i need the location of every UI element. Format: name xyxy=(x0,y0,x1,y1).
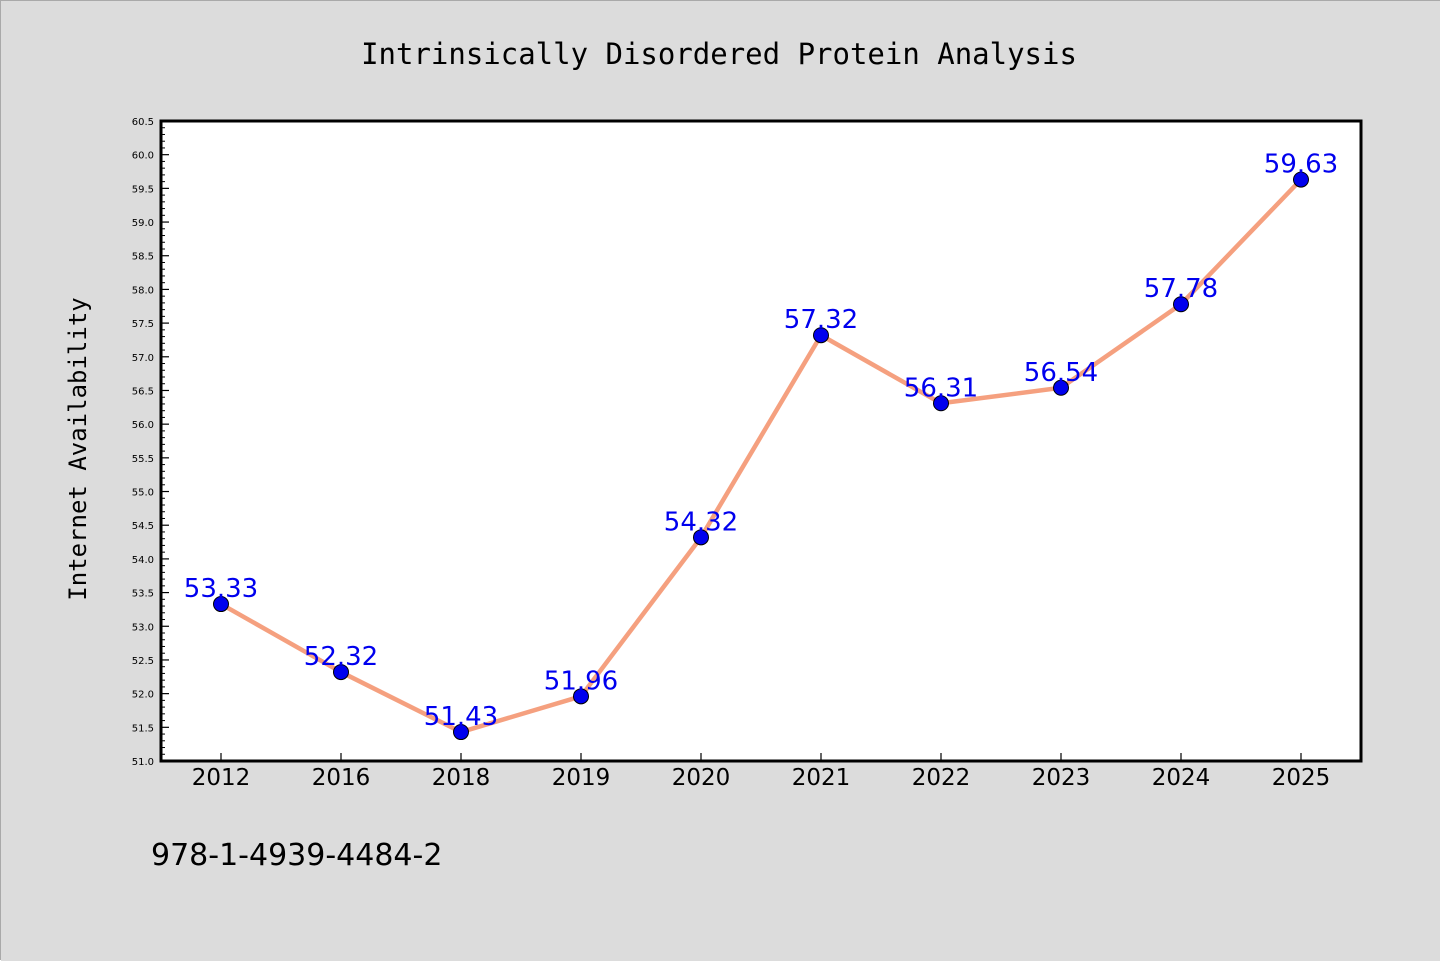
y-tick-label: 60.0 xyxy=(132,151,154,162)
data-labels: 53.33 52.32 51.43 51.96 54.32 57.32 56.31 56.54… xyxy=(184,150,1338,732)
data-label: 57.78 xyxy=(1144,274,1218,304)
y-tick-label: 53.0 xyxy=(132,622,154,633)
x-tick-label: 2025 xyxy=(1272,765,1331,791)
chart-title: Intrinsically Disordered Protein Analysi… xyxy=(361,37,1077,71)
y-tick-label: 59.5 xyxy=(132,184,154,195)
y-tick-label: 59.0 xyxy=(132,218,154,229)
data-point xyxy=(333,664,349,681)
y-tick-label: 56.0 xyxy=(132,420,154,431)
data-markers xyxy=(213,171,1309,741)
data-point xyxy=(213,596,229,613)
data-point xyxy=(813,327,829,344)
isbn-text: 978-1-4939-4484-2 xyxy=(151,838,442,873)
data-point xyxy=(1053,379,1069,396)
y-tick-label: 52.5 xyxy=(132,656,154,667)
data-point xyxy=(573,688,589,705)
x-tick-label: 2019 xyxy=(552,765,611,791)
x-axis-ticks: 2012 2016 2018 2019 2020 2021 2022 2023 2024 2025 xyxy=(192,753,1331,791)
data-label: 59.63 xyxy=(1264,150,1338,180)
data-label: 51.43 xyxy=(424,702,498,732)
data-point xyxy=(693,529,709,546)
series-line xyxy=(218,177,1304,735)
x-tick-label: 2018 xyxy=(432,765,491,791)
y-tick-label: 60.5 xyxy=(132,117,154,128)
data-point xyxy=(1293,171,1309,188)
x-tick-label: 2016 xyxy=(312,765,371,791)
y-tick-label: 51.5 xyxy=(132,723,154,734)
x-tick-label: 2024 xyxy=(1152,765,1211,791)
data-point xyxy=(1173,296,1189,313)
data-label: 53.33 xyxy=(184,574,258,604)
data-label: 54.32 xyxy=(664,507,738,537)
data-label: 57.32 xyxy=(784,305,858,335)
y-tick-label: 52.0 xyxy=(132,690,154,701)
data-point xyxy=(453,724,469,741)
y-tick-label: 56.5 xyxy=(132,386,154,397)
data-point xyxy=(933,395,949,412)
y-tick-label: 58.0 xyxy=(132,285,154,296)
y-axis-ticks: 51.0 51.5 52.0 52.5 53.0 53.5 54.0 54.5 55.0 55.5… xyxy=(132,117,169,768)
y-tick-label: 55.5 xyxy=(132,454,154,465)
x-tick-label: 2012 xyxy=(192,765,251,791)
y-tick-label: 57.5 xyxy=(132,319,154,330)
x-tick-label: 2020 xyxy=(672,765,731,791)
x-tick-label: 2021 xyxy=(792,765,851,791)
data-label: 52.32 xyxy=(304,642,378,672)
x-tick-label: 2023 xyxy=(1032,765,1091,791)
y-axis-label: Internet Availability xyxy=(64,297,92,600)
plot-frame xyxy=(159,119,1363,763)
y-tick-label: 58.5 xyxy=(132,252,154,263)
data-label: 56.54 xyxy=(1024,358,1098,388)
y-tick-label: 57.0 xyxy=(132,353,154,364)
y-tick-label: 55.0 xyxy=(132,488,154,499)
series-line-group xyxy=(218,177,1304,735)
y-tick-label: 54.0 xyxy=(132,555,154,566)
x-tick-label: 2022 xyxy=(912,765,971,791)
data-label: 51.96 xyxy=(544,666,618,696)
y-tick-label: 53.5 xyxy=(132,589,154,600)
data-label: 56.31 xyxy=(904,373,978,403)
y-tick-label: 51.0 xyxy=(132,757,154,768)
y-tick-label: 54.5 xyxy=(132,521,154,532)
plot-area xyxy=(161,121,1361,761)
